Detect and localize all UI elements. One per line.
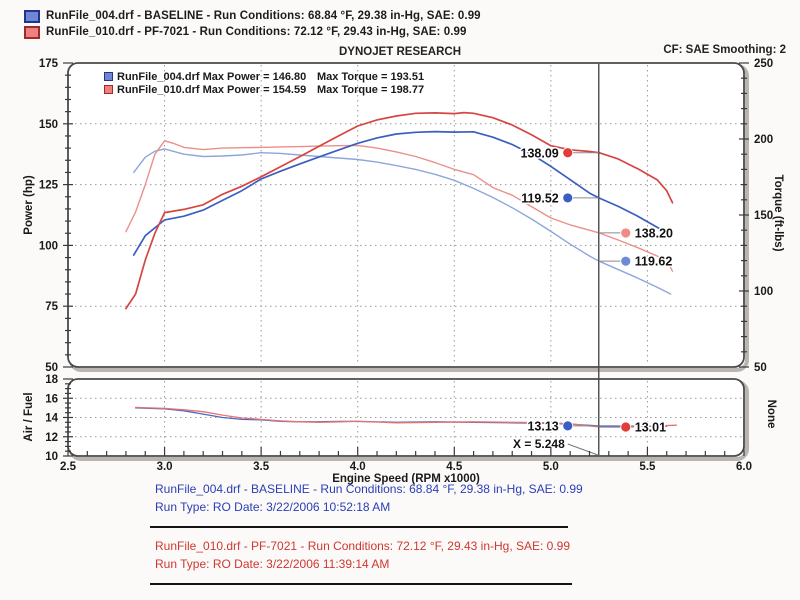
power-baseline-curve bbox=[132, 130, 672, 256]
svg-text:10: 10 bbox=[45, 451, 58, 463]
af-marker-13.13: 13.13 bbox=[526, 418, 599, 435]
airfuel-axis-label: Air / Fuel bbox=[23, 392, 35, 441]
svg-text:18: 18 bbox=[45, 374, 58, 386]
marker-label: 119.52 bbox=[521, 191, 559, 205]
svg-text:6.0: 6.0 bbox=[736, 461, 752, 473]
max-values-row-pf7021: RunFile_010.drf Max Power = 154.59 Max T… bbox=[104, 83, 424, 96]
marker-dot[interactable] bbox=[620, 227, 632, 239]
baseline-max-torque: Max Torque = 193.51 bbox=[317, 70, 425, 83]
marker-dot[interactable] bbox=[562, 147, 574, 159]
x-axis-label: Engine Speed (RPM x1000) bbox=[332, 473, 480, 485]
svg-text:16: 16 bbox=[45, 393, 58, 405]
svg-text:150: 150 bbox=[754, 210, 773, 222]
marker-label: 138.20 bbox=[635, 226, 673, 240]
svg-text:4.5: 4.5 bbox=[446, 461, 463, 473]
baseline-max-power: RunFile_004.drf Max Power = 146.80 bbox=[117, 70, 307, 83]
divider-line-1 bbox=[150, 526, 568, 528]
svg-text:5.5: 5.5 bbox=[639, 461, 656, 473]
baseline-run-type-date: Run Type: RO Date: 3/22/2006 10:52:18 AM bbox=[155, 500, 391, 514]
svg-text:100: 100 bbox=[754, 286, 773, 298]
divider-line-2 bbox=[150, 583, 572, 585]
chart-title: DYNOJET RESEARCH bbox=[338, 46, 462, 58]
torque-baseline-curve bbox=[132, 148, 672, 295]
svg-text:75: 75 bbox=[45, 301, 58, 313]
correction-factor-label: CF: SAE Smoothing: 2 bbox=[663, 44, 786, 56]
legend-row-baseline: RunFile_004.drf - BASELINE - Run Conditi… bbox=[24, 8, 481, 24]
pf7021-max-torque: Max Torque = 198.77 bbox=[317, 83, 425, 96]
main-marker-119.62: 119.62 bbox=[598, 253, 674, 270]
pf7021-legend-label: RunFile_010.drf - PF-7021 - Run Conditio… bbox=[46, 26, 467, 38]
svg-text:200: 200 bbox=[754, 134, 773, 146]
svg-text:12: 12 bbox=[45, 432, 58, 444]
marker-label: 13.13 bbox=[527, 419, 558, 433]
baseline-swatch-small bbox=[104, 72, 113, 81]
max-values-row-baseline: RunFile_004.drf Max Power = 146.80 Max T… bbox=[104, 70, 424, 83]
pf7021-run-conditions: RunFile_010.drf - PF-7021 - Run Conditio… bbox=[155, 539, 571, 553]
none-axis-label: None bbox=[765, 400, 777, 429]
axis-tick-labels: 50 75 100 125 150 175 50 100 150 200 250 10 12 14 16 18… bbox=[39, 58, 773, 473]
axis-titles: Power (hp) Torque (ft-lbs) Air / Fuel None E… bbox=[23, 174, 784, 485]
marker-label: 138.09 bbox=[521, 146, 559, 160]
pf7021-run-type-date: Run Type: RO Date: 3/22/2006 11:39:14 AM bbox=[155, 557, 390, 571]
main-marker-119.52: 119.52 bbox=[520, 190, 599, 207]
baseline-legend-label: RunFile_004.drf - BASELINE - Run Conditi… bbox=[46, 10, 481, 22]
svg-text:4.0: 4.0 bbox=[350, 461, 366, 473]
af-marker-13.01: 13.01 bbox=[598, 419, 668, 436]
max-values-legend: RunFile_004.drf Max Power = 146.80 Max T… bbox=[104, 70, 424, 96]
marker-label: 13.01 bbox=[635, 421, 666, 435]
svg-text:125: 125 bbox=[39, 180, 59, 192]
main-marker-138.20: 138.20 bbox=[598, 225, 675, 242]
pf7021-color-swatch bbox=[24, 25, 40, 39]
svg-text:X = 5.248: X = 5.248 bbox=[513, 437, 565, 451]
gridlines bbox=[70, 65, 742, 454]
svg-text:2.5: 2.5 bbox=[60, 461, 77, 473]
torque-axis-label: Torque (ft-lbs) bbox=[772, 174, 784, 251]
torque-pf7021-curve bbox=[125, 140, 674, 272]
cursor-x-annotation: X = 5.248 bbox=[512, 436, 598, 456]
main-marker-138.09: 138.09 bbox=[519, 145, 599, 162]
run-info-baseline: RunFile_004.drf - BASELINE - Run Conditi… bbox=[155, 482, 583, 518]
marker-dot[interactable] bbox=[620, 421, 632, 433]
marker-label: 119.62 bbox=[635, 255, 673, 269]
svg-text:150: 150 bbox=[39, 119, 58, 131]
axis-ticks bbox=[63, 62, 749, 457]
svg-text:100: 100 bbox=[39, 240, 58, 252]
svg-text:50: 50 bbox=[754, 362, 767, 374]
marker-dot[interactable] bbox=[562, 420, 574, 432]
svg-text:3.5: 3.5 bbox=[253, 461, 270, 473]
power-pf7021-curve bbox=[125, 111, 674, 310]
marker-dot[interactable] bbox=[620, 255, 632, 267]
svg-text:5.0: 5.0 bbox=[543, 461, 559, 473]
pf7021-swatch-small bbox=[104, 85, 113, 94]
marker-dot[interactable] bbox=[562, 192, 574, 204]
svg-text:250: 250 bbox=[754, 58, 773, 70]
legend-row-pf7021: RunFile_010.drf - PF-7021 - Run Conditio… bbox=[24, 24, 481, 40]
baseline-run-conditions: RunFile_004.drf - BASELINE - Run Conditi… bbox=[155, 482, 583, 496]
run-info-pf7021: RunFile_010.drf - PF-7021 - Run Conditio… bbox=[155, 539, 570, 575]
power-axis-label: Power (hp) bbox=[23, 175, 35, 235]
svg-text:50: 50 bbox=[45, 362, 58, 374]
pf7021-max-power: RunFile_010.drf Max Power = 154.59 bbox=[117, 83, 307, 96]
plot-background bbox=[68, 63, 744, 367]
svg-text:14: 14 bbox=[45, 413, 58, 425]
top-legend: RunFile_004.drf - BASELINE - Run Conditi… bbox=[24, 8, 481, 40]
svg-text:175: 175 bbox=[39, 58, 59, 70]
svg-text:3.0: 3.0 bbox=[157, 461, 173, 473]
baseline-color-swatch bbox=[24, 9, 40, 23]
